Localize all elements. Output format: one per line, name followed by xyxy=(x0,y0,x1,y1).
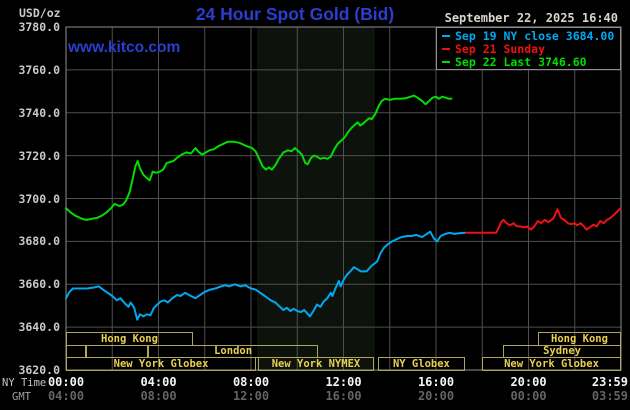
x-tick-label-gmt: 03:59 xyxy=(591,389,628,403)
legend-dash-icon xyxy=(442,47,450,50)
x-tick-label-gmt: 00:00 xyxy=(510,389,547,403)
y-tick-label: 3760.0 xyxy=(18,62,60,77)
x-tick-label-ny: 20:00 xyxy=(510,375,547,389)
legend-entry-sep21: Sep 21 Sunday xyxy=(442,43,620,55)
session-box-sydney: Sydney xyxy=(503,344,621,359)
session-box-london: London xyxy=(148,344,319,359)
legend-dash-icon xyxy=(442,60,450,63)
session-box-new-york-globex: New York Globex xyxy=(482,357,621,371)
x-tick-label-ny: 00:00 xyxy=(47,375,85,389)
kitco-watermark-link[interactable]: www.kitco.com xyxy=(68,39,181,56)
y-tick-label: 3620.0 xyxy=(18,363,60,377)
x-tick-label-gmt: 20:00 xyxy=(417,389,455,403)
y-tick-label: 3700.0 xyxy=(18,191,60,206)
x-tick-label-gmt: 16:00 xyxy=(325,389,362,403)
session-box-ny-globex: NY Globex xyxy=(377,357,465,371)
x-tick-label-gmt: 12:00 xyxy=(232,389,270,403)
legend-entry-label: Sep 19 NY close 3684.00 xyxy=(455,28,615,43)
legend-entry-sep22: Sep 22 Last 3746.60 xyxy=(442,56,620,68)
price-line-sep19 xyxy=(65,230,466,321)
session-box-new-york-globex: New York Globex xyxy=(66,357,257,371)
price-line-sep21 xyxy=(465,207,622,234)
session-box-hong-kong: Hong Kong xyxy=(66,332,193,346)
session-box-new-york-nymex: New York NYMEX xyxy=(257,357,375,371)
y-tick-label: 3740.0 xyxy=(18,105,60,120)
legend-entry-label: Sep 22 Last 3746.60 xyxy=(455,54,587,69)
x-tick-label-gmt: 04:00 xyxy=(47,389,85,403)
y-tick-label: 3640.0 xyxy=(18,320,60,335)
x-tick-label-ny: 12:00 xyxy=(325,375,362,389)
x-tick-label-ny: 04:00 xyxy=(140,375,177,389)
page-title: 24 Hour Spot Gold (Bid) xyxy=(195,4,395,24)
x-axis-row1-label: NY Time xyxy=(2,377,47,389)
plot-border xyxy=(65,26,622,371)
y-tick-label: 3720.0 xyxy=(18,148,60,163)
y-tick-label: 3660.0 xyxy=(18,277,60,292)
y-tick-label: 3780.0 xyxy=(18,20,60,34)
x-tick-label-gmt: 08:00 xyxy=(140,389,177,403)
legend-entry-sep19: Sep 19 NY close 3684.00 xyxy=(442,30,620,42)
price-line-sep22 xyxy=(65,94,453,221)
y-axis-unit-label: USD/oz xyxy=(19,6,61,20)
chart-legend: Sep 19 NY close 3684.00 Sep 21 Sunday Sep … xyxy=(436,27,621,70)
chart-datetime: September 22, 2025 16:40 xyxy=(444,11,618,25)
x-tick-label-ny: 16:00 xyxy=(417,375,455,389)
x-axis-row2-label: GMT xyxy=(12,391,31,403)
y-tick-label: 3680.0 xyxy=(18,234,60,249)
session-box xyxy=(66,344,87,359)
session-box xyxy=(86,344,149,359)
session-box-hong-kong: Hong Kong xyxy=(537,332,621,346)
legend-dash-icon xyxy=(442,34,450,37)
x-tick-label-ny: 23:59 xyxy=(591,375,628,389)
x-tick-label-ny: 08:00 xyxy=(232,375,270,389)
legend-entry-label: Sep 21 Sunday xyxy=(455,41,546,56)
